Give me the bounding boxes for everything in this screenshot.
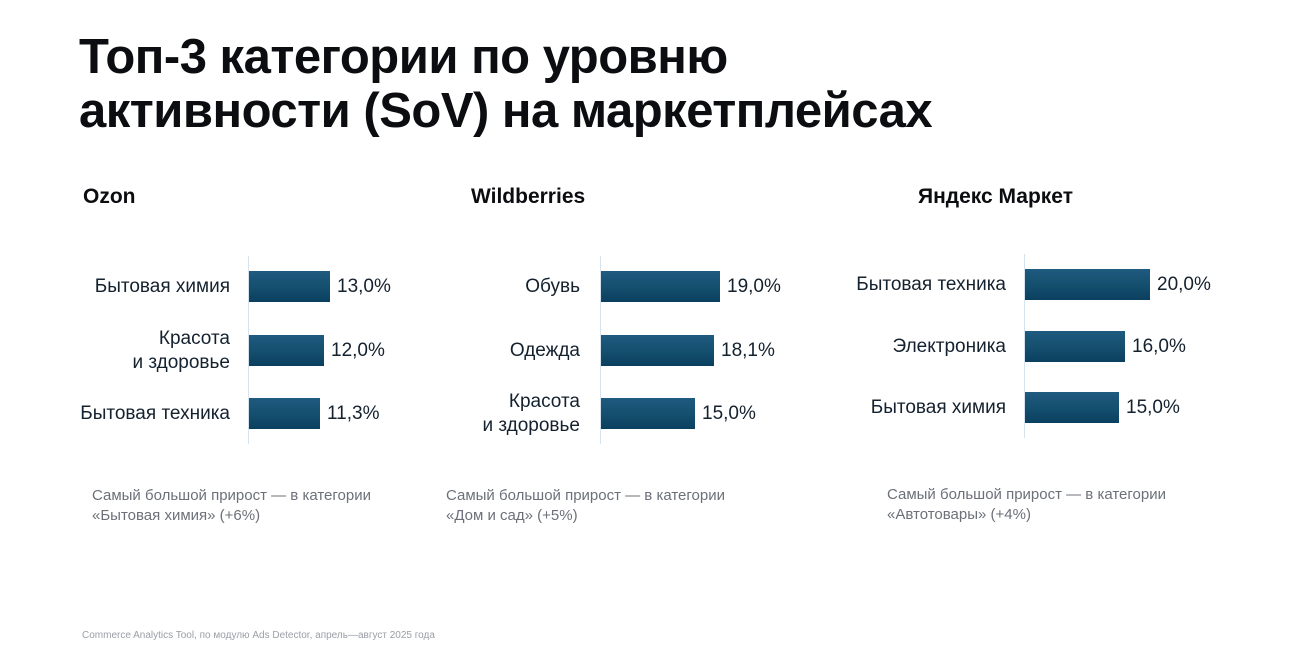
value-label-market-1: 20,0% xyxy=(1157,273,1211,295)
value-label-market-2: 16,0% xyxy=(1132,335,1186,357)
value-label-ozon-1: 13,0% xyxy=(337,275,391,297)
category-label-ozon-1: Бытовая химия xyxy=(94,275,230,297)
bar-ozon-1 xyxy=(249,271,330,302)
axis-line-market xyxy=(1024,254,1025,438)
growth-note-wb: Самый большой прирост — в категории «Дом … xyxy=(446,487,725,524)
bar-wb-3 xyxy=(601,398,695,429)
panel-title-wb: Wildberries xyxy=(471,185,586,208)
value-label-ozon-3: 11,3% xyxy=(327,402,380,424)
growth-note-ozon: Самый большой прирост — в категории «Быто… xyxy=(92,487,371,524)
bar-market-1 xyxy=(1025,269,1150,300)
source-note: Commerce Analytics Tool, по модулю Ads D… xyxy=(82,630,435,641)
panel-title-market: Яндекс Маркет xyxy=(918,185,1073,208)
bar-market-3 xyxy=(1025,392,1119,423)
value-label-wb-1: 19,0% xyxy=(727,275,781,297)
category-label-market-1: Бытовая техника xyxy=(856,273,1006,295)
bar-ozon-2 xyxy=(249,335,324,366)
bar-ozon-3 xyxy=(249,398,320,429)
value-label-ozon-2: 12,0% xyxy=(331,339,385,361)
value-label-wb-3: 15,0% xyxy=(702,402,756,424)
title-line-1: Топ-3 категории по уровню xyxy=(79,30,728,84)
panel-title-ozon: Ozon xyxy=(83,185,136,208)
bar-market-2 xyxy=(1025,331,1125,362)
bar-wb-2 xyxy=(601,335,714,366)
category-label-ozon-2: Красота и здоровье xyxy=(132,327,230,373)
category-label-market-3: Бытовая химия xyxy=(870,396,1006,418)
category-label-wb-2: Одежда xyxy=(509,339,580,361)
bar-wb-1 xyxy=(601,271,720,302)
category-label-wb-3: Красота и здоровье xyxy=(482,390,580,436)
value-label-wb-2: 18,1% xyxy=(721,339,775,361)
axis-line-ozon xyxy=(248,256,249,444)
title-line-2: активности (SoV) на маркетплейсах xyxy=(79,84,933,138)
growth-note-market: Самый большой прирост — в категории «Авто… xyxy=(887,486,1166,523)
value-label-market-3: 15,0% xyxy=(1126,396,1180,418)
category-label-wb-1: Обувь xyxy=(525,275,580,297)
axis-line-wb xyxy=(600,256,601,444)
category-label-ozon-3: Бытовая техника xyxy=(80,402,230,424)
category-label-market-2: Электроника xyxy=(892,335,1006,357)
page-title: Топ-3 категории по уровню активности (So… xyxy=(79,30,1179,138)
